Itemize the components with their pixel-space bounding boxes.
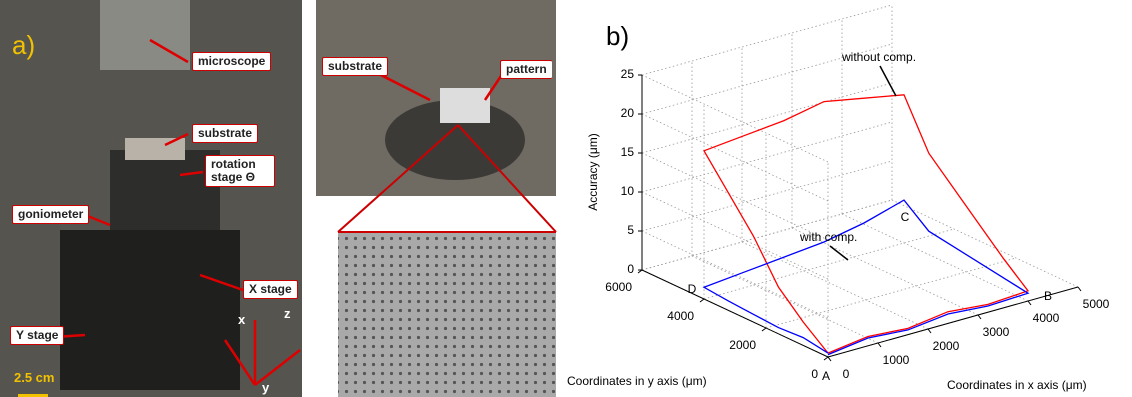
x-tick-label: 3000	[983, 325, 1010, 339]
x-tick	[1027, 300, 1032, 306]
axis-letter: z	[284, 306, 291, 321]
grid-line	[741, 241, 929, 330]
annotation-arrow	[829, 245, 849, 261]
grid-line	[703, 228, 955, 300]
label: X stage	[243, 280, 298, 299]
y-axis-label: Coordinates in y axis (μm)	[567, 374, 707, 388]
grid-line	[641, 82, 893, 154]
x-tick	[977, 314, 982, 320]
z-tick-label: 0	[627, 262, 634, 276]
y-tick	[699, 298, 705, 303]
stage-shape	[60, 230, 240, 390]
x-tick	[877, 342, 882, 348]
grid-line	[765, 257, 1017, 329]
axis-line	[641, 269, 829, 358]
label: goniometer	[12, 205, 90, 224]
label: substrate	[192, 124, 259, 143]
data-line	[703, 94, 1030, 354]
axis-letter: y	[262, 380, 270, 395]
y-tick	[823, 356, 829, 361]
corner-label: C	[901, 210, 910, 224]
grid-line	[641, 121, 893, 193]
label: Y stage	[10, 326, 65, 345]
axis-letter: x	[238, 312, 246, 327]
y-tick-label: 2000	[729, 338, 756, 352]
x-tick	[927, 328, 932, 334]
grid-line	[641, 160, 893, 232]
panel-label: b)	[606, 21, 629, 51]
grid-line	[641, 199, 893, 271]
panel-label: a)	[12, 30, 36, 60]
zoom-line	[457, 124, 557, 233]
y-tick-label: 4000	[667, 309, 694, 323]
annotation: without comp.	[841, 50, 916, 64]
grid-line	[841, 213, 1029, 302]
scale-bar	[18, 394, 48, 397]
x-tick-label: 5000	[1083, 297, 1110, 311]
grid-line	[641, 4, 893, 76]
x-axis-label: Coordinates in x axis (μm)	[947, 378, 1087, 392]
z-tick-label: 5	[627, 223, 634, 237]
corner-label: D	[688, 282, 697, 296]
pattern-shape	[440, 88, 490, 123]
z-axis-label: Accuracy (μm)	[586, 133, 600, 211]
z-tick-label: 15	[621, 145, 635, 159]
z-tick-label: 20	[621, 106, 635, 120]
z-tick-label: 10	[621, 184, 635, 198]
z-tick-label: 25	[621, 67, 635, 81]
microscope-shape	[100, 0, 190, 70]
data-line	[702, 199, 1030, 356]
label: rotation stage Θ	[205, 155, 275, 187]
zoom-line	[337, 124, 459, 233]
label: pattern	[500, 60, 552, 79]
x-tick-label: 4000	[1033, 311, 1060, 325]
x-tick-label: 1000	[883, 353, 910, 367]
x-tick	[827, 356, 832, 362]
arrows	[54, 38, 507, 386]
grid-line	[641, 43, 893, 115]
substrate-shape	[125, 138, 185, 160]
label: microscope	[192, 52, 272, 71]
annotation-arrow	[879, 65, 897, 97]
y-tick-label: 0	[811, 367, 818, 381]
pattern-zoom	[338, 232, 556, 397]
x-tick	[1077, 286, 1082, 292]
annotation: with comp.	[799, 230, 857, 244]
label: substrate	[322, 57, 389, 76]
axis-line	[827, 286, 1079, 358]
stage-shape	[110, 150, 220, 230]
y-tick-label: 6000	[605, 280, 632, 294]
scale-label: 2.5 cm	[14, 370, 55, 385]
y-tick	[761, 327, 767, 332]
x-tick-label: 0	[843, 367, 850, 381]
x-tick-label: 2000	[933, 339, 960, 353]
grid-line	[891, 199, 1079, 288]
corner-label: A	[822, 369, 830, 383]
corner-label: B	[1044, 289, 1052, 303]
